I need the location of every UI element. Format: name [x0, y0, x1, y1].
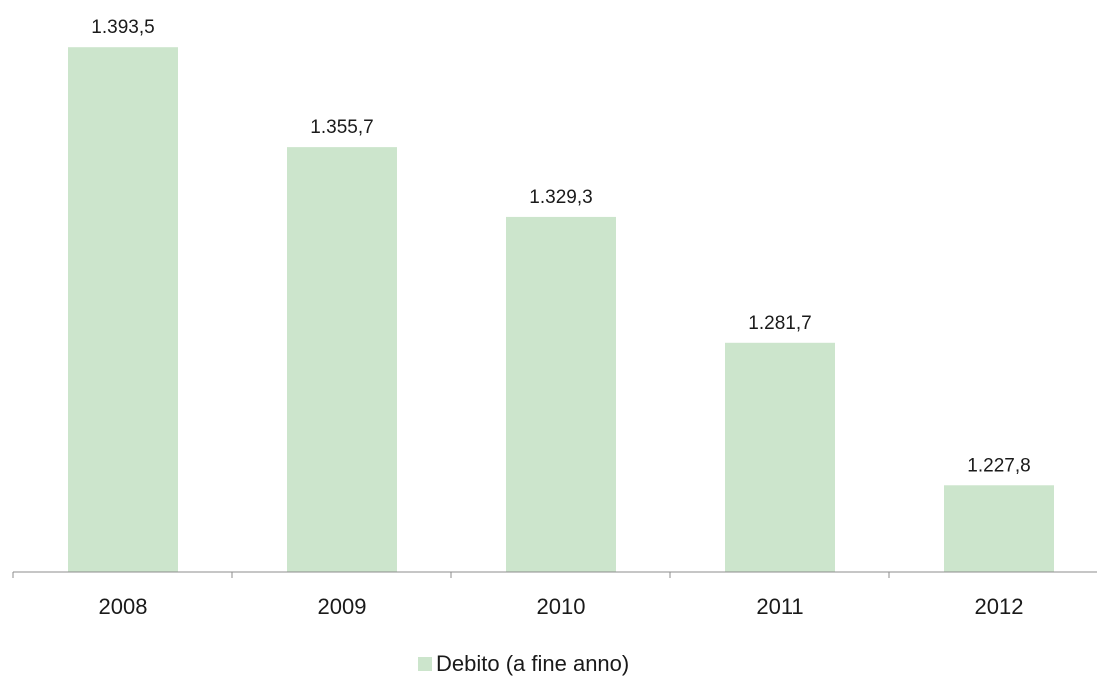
bar-2010 [506, 216, 616, 573]
data-label-2008: 1.393,5 [91, 17, 154, 38]
x-tick-label-2009: 2009 [318, 594, 367, 619]
data-label-2009: 1.355,7 [310, 117, 373, 138]
x-tick-label-2012: 2012 [975, 594, 1024, 619]
legend: Debito (a fine anno) [418, 651, 629, 676]
bar-2011 [725, 342, 835, 572]
bar-value-labels: 1.393,5 1.355,7 1.329,3 1.281,7 1.227,8 [91, 17, 1030, 476]
bar-2009 [287, 147, 397, 572]
bars-layer [68, 47, 1054, 573]
bar-2012 [944, 485, 1054, 572]
data-label-2012: 1.227,8 [967, 455, 1030, 476]
x-tick-label-2010: 2010 [537, 594, 586, 619]
x-axis: 2008 2009 2010 2011 2012 [12, 571, 1097, 619]
legend-label: Debito (a fine anno) [436, 651, 629, 676]
legend-swatch [418, 657, 432, 671]
bar-2008 [68, 47, 178, 573]
x-tick-label-2008: 2008 [99, 594, 148, 619]
x-tick-label-2011: 2011 [756, 594, 803, 619]
data-label-2011: 1.281,7 [748, 313, 811, 334]
data-label-2010: 1.329,3 [529, 187, 592, 208]
